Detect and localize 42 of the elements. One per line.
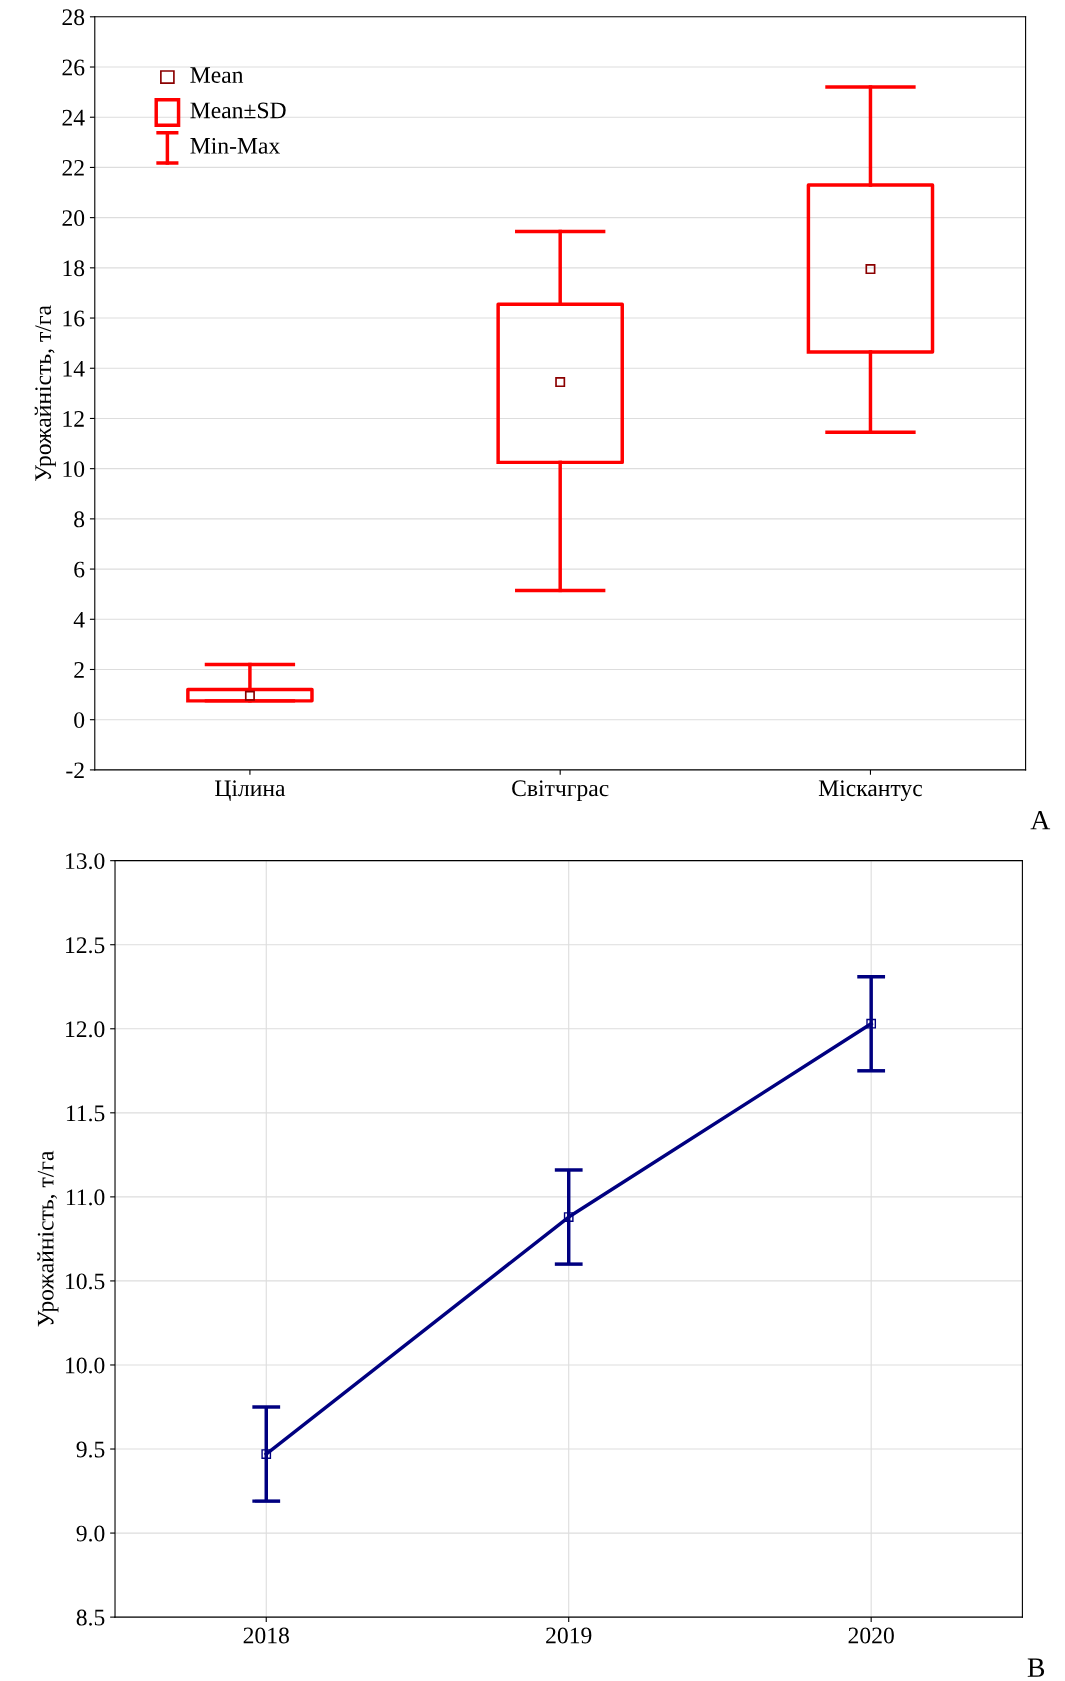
y-tick-label: 10 — [63, 461, 85, 478]
y-tick-label: 28 — [62, 9, 85, 26]
y-tick-label: 20 — [62, 210, 85, 227]
x-tick-label: Міскантус — [818, 780, 923, 802]
y-tick-label: 11.5 — [66, 1105, 105, 1122]
y-axis-title: Урожайність, т/га — [34, 305, 56, 481]
y-tick-label: 8 — [74, 511, 85, 528]
y-tick-label: 12 — [63, 411, 84, 427]
y-tick-label: 10.5 — [66, 1273, 105, 1290]
x-tick-label: 2018 — [243, 1627, 289, 1644]
y-tick-label: 13.0 — [66, 853, 105, 870]
y-tick-label: 2 — [74, 662, 84, 678]
point — [563, 1212, 574, 1222]
x-tick-label: 2019 — [546, 1627, 592, 1644]
annotation: Mean±SD — [190, 102, 286, 119]
y-tick-label: -2 — [66, 762, 84, 779]
y-tick-label: 12.0 — [66, 1021, 105, 1038]
annotation: Min-Max — [190, 137, 280, 154]
y-tick-label: 11.0 — [66, 1189, 105, 1206]
y-tick-label: 9.5 — [76, 1441, 105, 1458]
y-tick-label: 26 — [62, 59, 85, 76]
y-tick-label: 12.5 — [66, 937, 105, 954]
y-tick-label: 6 — [74, 561, 85, 578]
y-tick-label: 16 — [63, 310, 85, 327]
text: B — [1027, 1658, 1045, 1677]
y-tick-label: 8.5 — [76, 1609, 105, 1626]
y-tick-label: 10.0 — [66, 1357, 105, 1374]
y-tick-label: 9.0 — [76, 1525, 105, 1542]
y-tick-label: 18 — [63, 260, 85, 277]
y-tick-label: 24 — [62, 109, 85, 126]
y-tick-label: 4 — [73, 611, 85, 628]
y-tick-label: 0 — [74, 712, 85, 729]
y-tick-label: 14 — [63, 360, 85, 377]
text: A — [1030, 810, 1051, 830]
annotation: Mean — [190, 67, 244, 83]
point — [261, 1449, 272, 1459]
x-tick-label: Цілина — [215, 780, 286, 802]
y-axis-title: Урожайність, т/га — [37, 1150, 59, 1327]
x-tick-label: 2020 — [848, 1627, 894, 1644]
y-tick-label: 22 — [62, 159, 84, 176]
x-tick-label: Світчграс — [512, 780, 609, 802]
point — [866, 1018, 877, 1029]
